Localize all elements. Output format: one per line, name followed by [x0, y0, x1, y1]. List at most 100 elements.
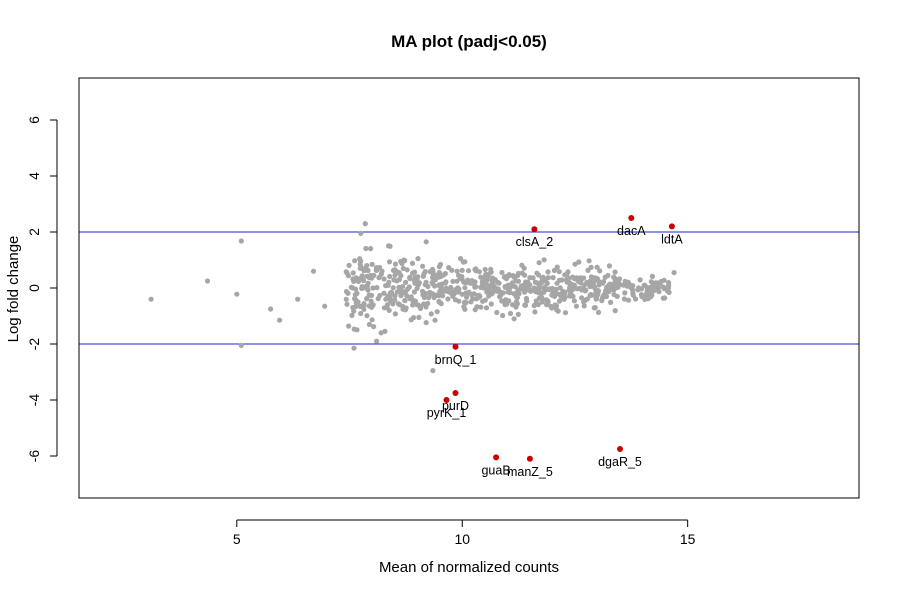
- background-point: [268, 306, 274, 312]
- background-point: [567, 284, 573, 291]
- background-point: [503, 297, 509, 303]
- background-point: [532, 279, 539, 285]
- background-point: [645, 296, 651, 302]
- background-point: [387, 243, 393, 249]
- background-point: [437, 288, 443, 294]
- background-point: [487, 284, 493, 290]
- background-point: [514, 301, 521, 307]
- background-point: [387, 273, 393, 280]
- background-point: [536, 295, 543, 301]
- background-point: [354, 327, 360, 333]
- background-point: [378, 330, 384, 336]
- background-point: [592, 275, 598, 281]
- background-point: [553, 286, 559, 292]
- background-point: [346, 262, 352, 268]
- x-axis-label: Mean of normalized counts: [379, 559, 559, 576]
- background-point: [530, 275, 536, 281]
- background-point: [369, 261, 375, 267]
- background-point: [369, 275, 375, 281]
- background-point: [344, 301, 350, 307]
- background-point: [565, 269, 571, 275]
- background-point: [404, 293, 410, 299]
- background-point: [548, 303, 554, 309]
- background-point: [406, 284, 412, 290]
- gene-label-guab: guaB: [481, 463, 510, 477]
- background-point: [432, 317, 438, 323]
- background-point: [363, 283, 369, 290]
- background-point: [349, 312, 355, 318]
- background-point: [368, 298, 374, 304]
- background-point: [386, 259, 393, 265]
- background-point: [468, 292, 475, 298]
- background-point: [465, 268, 472, 274]
- background-point: [346, 323, 352, 329]
- background-point: [396, 276, 402, 283]
- background-point: [362, 221, 368, 227]
- background-point: [541, 257, 547, 263]
- background-point: [423, 279, 429, 285]
- background-point: [535, 301, 541, 308]
- background-point: [354, 290, 360, 296]
- background-point: [603, 293, 610, 299]
- background-point: [642, 282, 648, 288]
- background-point: [434, 309, 440, 315]
- background-point: [510, 273, 516, 279]
- background-point: [234, 291, 240, 297]
- background-point: [531, 303, 537, 309]
- background-point: [489, 276, 496, 282]
- background-point: [392, 293, 398, 299]
- significant-point-pyrk-1: [443, 397, 450, 403]
- background-point: [452, 297, 459, 303]
- background-point: [353, 297, 359, 303]
- background-point: [351, 308, 357, 314]
- background-point: [562, 294, 568, 300]
- background-point: [436, 264, 442, 270]
- background-point: [448, 284, 454, 291]
- background-point: [420, 263, 426, 269]
- background-point: [608, 299, 614, 305]
- background-point: [593, 296, 599, 302]
- gene-label-ldta: ldtA: [661, 232, 683, 246]
- background-point: [606, 282, 612, 288]
- background-point: [543, 287, 549, 293]
- background-point: [388, 299, 394, 305]
- background-point: [404, 267, 410, 273]
- background-point: [523, 285, 529, 291]
- background-point: [392, 261, 399, 267]
- background-point: [499, 269, 505, 276]
- background-point: [513, 293, 519, 299]
- background-point: [613, 284, 619, 290]
- background-point: [459, 267, 465, 273]
- background-point: [422, 291, 428, 297]
- background-point: [454, 278, 460, 284]
- background-point: [440, 293, 446, 299]
- background-point: [455, 285, 461, 291]
- x-tick-label: 10: [454, 531, 470, 547]
- background-points: [148, 221, 677, 374]
- significant-point-ldta: [668, 223, 675, 230]
- background-point: [343, 269, 349, 275]
- background-point: [571, 282, 578, 288]
- background-point: [671, 270, 677, 276]
- background-point: [658, 278, 664, 284]
- background-point: [528, 288, 534, 294]
- background-point: [322, 303, 328, 309]
- background-point: [446, 265, 452, 271]
- background-point: [414, 301, 420, 308]
- background-point: [369, 317, 375, 323]
- background-point: [471, 281, 477, 287]
- background-point: [550, 275, 556, 281]
- background-point: [612, 308, 618, 314]
- background-point: [423, 239, 429, 245]
- background-point: [430, 268, 436, 274]
- background-point: [554, 291, 560, 297]
- threshold-lines: [79, 231, 859, 345]
- background-point: [366, 292, 372, 298]
- background-point: [368, 246, 374, 252]
- background-point: [648, 279, 654, 285]
- background-point: [398, 290, 404, 296]
- background-point: [599, 280, 606, 286]
- background-point: [472, 266, 478, 273]
- background-point: [412, 274, 418, 280]
